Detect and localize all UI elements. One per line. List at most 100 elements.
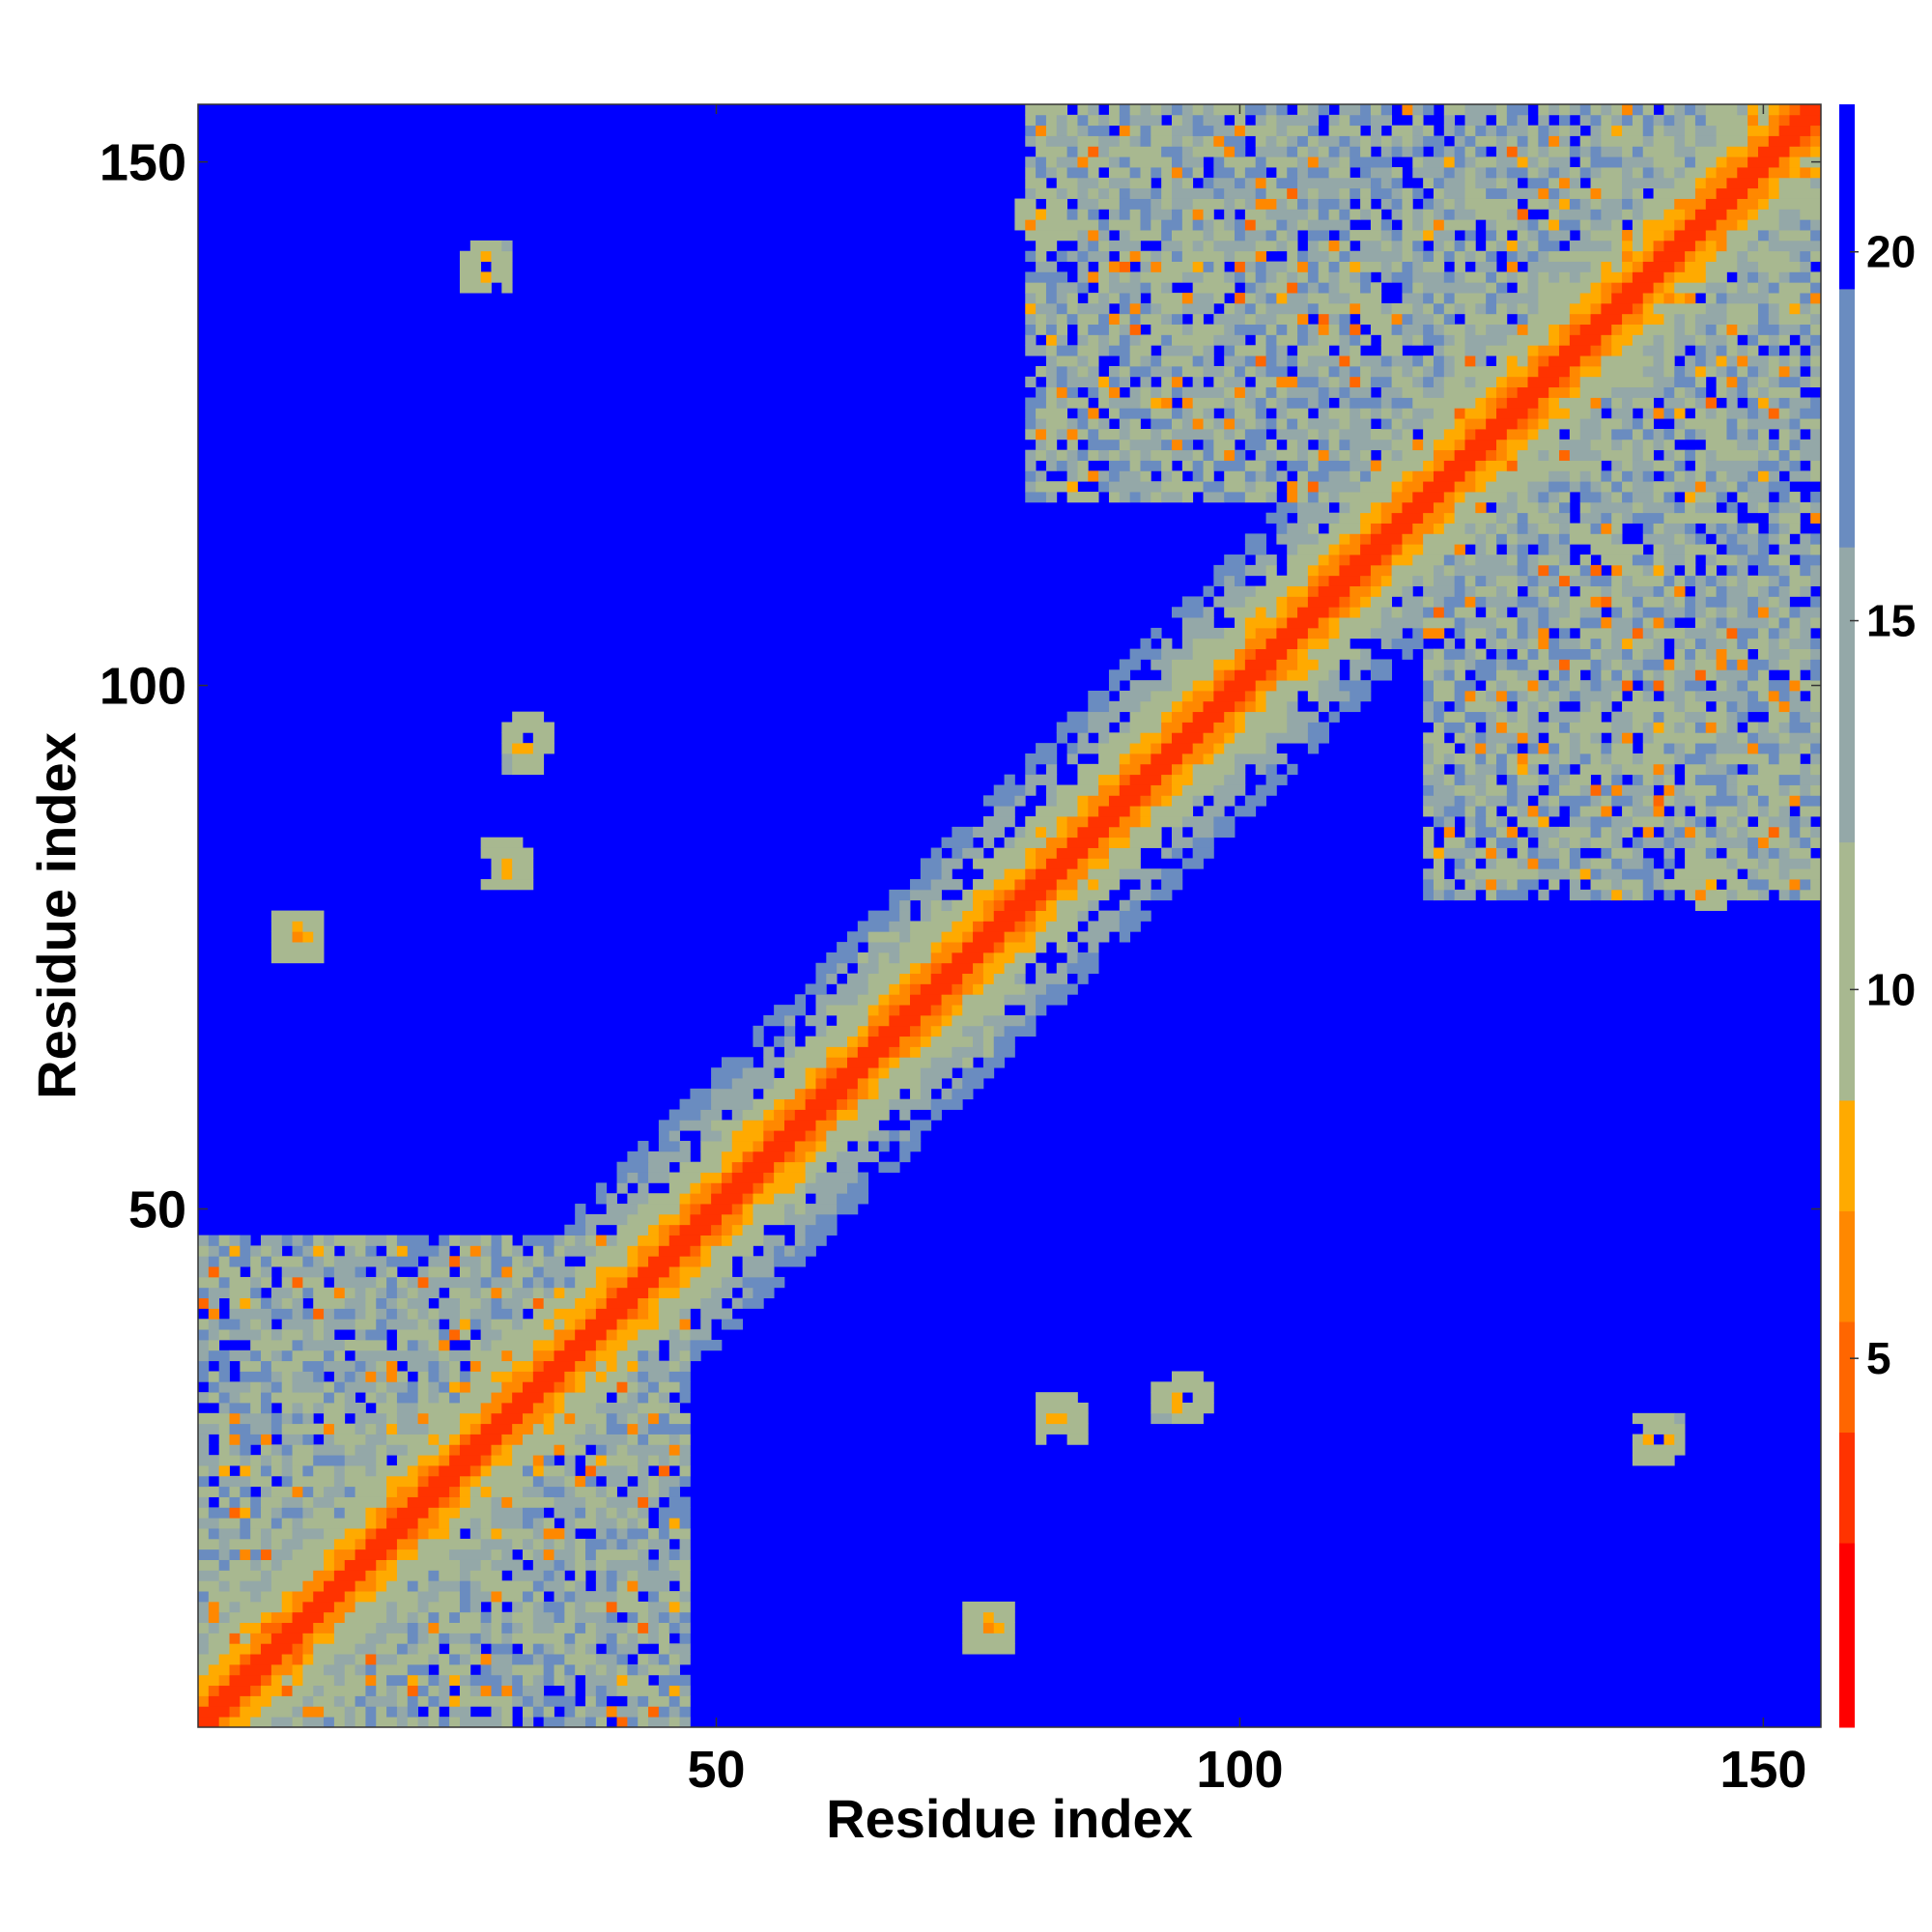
heatmap-cell <box>1235 250 1257 262</box>
heatmap-cell <box>1454 355 1465 367</box>
heatmap-cell <box>899 942 932 953</box>
heatmap-cell <box>774 1078 807 1090</box>
heatmap-cell <box>1318 365 1329 378</box>
heatmap-cell <box>1287 250 1298 262</box>
heatmap-cell <box>1454 481 1476 493</box>
heatmap-cell <box>1443 376 1465 388</box>
heatmap-cell <box>1579 585 1602 597</box>
heatmap-cell <box>679 1161 723 1173</box>
heatmap-cell <box>198 1622 210 1634</box>
heatmap-cell <box>554 1392 565 1404</box>
heatmap-cell <box>1423 753 1435 765</box>
heatmap-cell <box>1496 439 1508 451</box>
heatmap-cell <box>1088 806 1099 817</box>
heatmap-cell <box>1203 700 1236 713</box>
heatmap-cell <box>1663 743 1675 754</box>
heatmap-cell <box>1674 659 1686 670</box>
heatmap-cell <box>1140 271 1183 283</box>
heatmap-cell <box>302 1465 314 1477</box>
heatmap-cell <box>1716 753 1770 765</box>
heatmap-cell <box>575 1518 597 1529</box>
heatmap-cell <box>469 1591 492 1603</box>
heatmap-cell <box>459 1507 492 1519</box>
heatmap-cell <box>1119 921 1141 932</box>
heatmap-cell <box>658 1518 670 1529</box>
heatmap-cell <box>1391 564 1435 577</box>
heatmap-cell <box>1119 931 1131 943</box>
heatmap-cell <box>595 1633 608 1644</box>
heatmap-cell <box>1694 899 1727 911</box>
heatmap-cell <box>333 1507 346 1519</box>
heatmap-cell <box>261 1266 272 1278</box>
heatmap-cell <box>523 1601 534 1613</box>
heatmap-cell <box>1757 669 1770 681</box>
heatmap-cell <box>1622 607 1634 618</box>
heatmap-cell <box>270 1570 314 1581</box>
heatmap-cell <box>501 1381 524 1393</box>
heatmap-cell <box>1632 669 1644 681</box>
heatmap-cell <box>1265 355 1277 367</box>
heatmap-cell <box>1036 921 1047 932</box>
heatmap-cell <box>512 1287 534 1299</box>
heatmap-cell <box>1036 962 1047 975</box>
heatmap-cell <box>564 1580 576 1592</box>
heatmap-cell <box>1685 250 1696 262</box>
heatmap-cell <box>1412 156 1424 168</box>
heatmap-cell <box>1559 669 1571 681</box>
heatmap-cell <box>543 1538 554 1550</box>
heatmap-cell <box>1454 302 1465 315</box>
heatmap-cell <box>920 1067 952 1079</box>
heatmap-cell <box>1548 386 1571 398</box>
heatmap-cell <box>1045 282 1058 294</box>
heatmap-cell <box>627 1663 639 1676</box>
heatmap-cell <box>1757 763 1801 776</box>
heatmap-cell <box>606 1528 617 1540</box>
heatmap-cell <box>491 1319 513 1330</box>
heatmap-cell <box>1265 114 1277 127</box>
heatmap-cell <box>1140 125 1151 136</box>
heatmap-cell <box>585 1475 597 1488</box>
heatmap-cell <box>1454 680 1476 692</box>
heatmap-cell <box>469 1496 492 1508</box>
heatmap-cell <box>679 1706 691 1718</box>
heatmap-cell <box>1077 345 1099 356</box>
heatmap-cell <box>1538 146 1549 157</box>
heatmap-cell <box>313 931 325 943</box>
heatmap-cell <box>1391 209 1403 220</box>
heatmap-cell <box>1350 659 1372 670</box>
heatmap-cell <box>1694 376 1707 388</box>
heatmap-cell <box>1391 408 1403 419</box>
heatmap-cell <box>1663 282 1675 294</box>
heatmap-cell <box>449 1256 461 1267</box>
heatmap-cell <box>1496 617 1519 629</box>
heatmap-cell <box>1098 114 1110 127</box>
heatmap-cell <box>1810 617 1822 629</box>
heatmap-cell <box>1235 167 1246 179</box>
heatmap-cell <box>1747 125 1770 136</box>
heatmap-cell <box>1140 763 1173 776</box>
heatmap-cell <box>1192 690 1214 702</box>
heatmap-cell <box>365 1235 387 1246</box>
heatmap-cell <box>638 1381 649 1393</box>
heatmap-cell <box>1036 449 1047 461</box>
heatmap-cell <box>1297 135 1309 147</box>
heatmap-cell <box>240 1663 272 1676</box>
heatmap-cell <box>218 1434 230 1445</box>
heatmap-cell <box>1559 690 1571 702</box>
heatmap-cell <box>595 1570 608 1581</box>
heatmap-cell <box>1443 492 1456 503</box>
heatmap-cell <box>1255 386 1266 398</box>
heatmap-cell <box>690 1329 712 1341</box>
heatmap-cell <box>1360 470 1372 482</box>
heatmap-cell <box>1276 408 1288 419</box>
heatmap-cell <box>1726 408 1748 419</box>
heatmap-cell <box>1527 429 1539 440</box>
heatmap-cell <box>501 868 513 880</box>
heatmap-cell <box>1203 135 1214 147</box>
heatmap-cell <box>1694 209 1727 220</box>
heatmap-cell <box>1747 104 1759 116</box>
heatmap-cell <box>1391 607 1403 618</box>
heatmap-cell <box>1045 429 1058 440</box>
heatmap-cell <box>962 983 974 995</box>
heatmap-cell <box>449 1287 471 1299</box>
